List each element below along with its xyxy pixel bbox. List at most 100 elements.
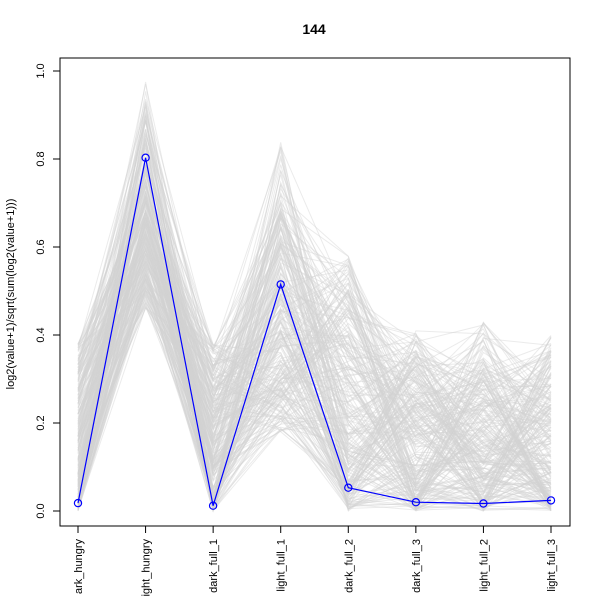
background-line — [77, 180, 552, 507]
background-line — [77, 277, 552, 505]
background-lines — [77, 81, 552, 513]
background-line — [77, 163, 552, 511]
background-line — [77, 139, 552, 459]
y-tick-label: 1.0 — [35, 63, 47, 78]
background-line — [77, 244, 552, 512]
background-line — [77, 137, 552, 499]
highlight-point — [73, 498, 83, 508]
background-line — [77, 288, 552, 504]
background-line — [77, 246, 552, 505]
background-line — [77, 115, 552, 511]
background-line — [77, 172, 552, 506]
background-line — [77, 212, 552, 511]
background-line — [77, 172, 552, 504]
background-line — [77, 242, 552, 507]
background-line — [77, 257, 552, 497]
background-line — [77, 106, 552, 506]
background-line — [77, 252, 552, 511]
background-line — [77, 295, 552, 508]
background-line — [77, 245, 552, 499]
background-line — [77, 214, 552, 505]
background-line — [77, 202, 552, 503]
background-line — [77, 253, 552, 504]
background-line — [77, 265, 552, 511]
y-tick-label: 0.2 — [35, 415, 47, 430]
background-line — [77, 139, 552, 506]
background-line — [77, 120, 552, 510]
background-line — [77, 239, 552, 507]
background-line — [77, 191, 552, 504]
background-line — [77, 231, 552, 506]
background-line — [77, 278, 552, 481]
background-line — [77, 263, 552, 511]
background-line — [77, 277, 552, 510]
background-line — [77, 201, 552, 506]
background-line — [77, 223, 552, 511]
background-line — [77, 129, 552, 502]
background-line — [77, 260, 552, 488]
background-line — [77, 278, 552, 513]
background-line — [77, 194, 552, 503]
background-line — [77, 259, 552, 479]
background-line — [77, 98, 552, 501]
background-line — [77, 192, 552, 500]
x-tick-label: dark_full_3 — [411, 539, 423, 593]
background-line — [77, 234, 552, 508]
background-line — [77, 195, 552, 512]
y-axis-label: log2(value+1)/sqrt(sum(log2(value+1))) — [5, 199, 17, 390]
background-line — [77, 222, 552, 512]
background-line — [77, 129, 552, 501]
x-axis: ark_hungry ight_hungry dark_full_1 light_fu… — [73, 525, 558, 597]
background-line — [77, 232, 552, 507]
background-line — [77, 212, 552, 463]
background-line — [77, 174, 552, 501]
background-line — [77, 306, 552, 471]
background-line — [77, 215, 552, 448]
background-line — [77, 292, 552, 496]
background-line — [77, 245, 552, 464]
background-line — [77, 200, 552, 469]
background-line — [77, 272, 552, 506]
background-line — [77, 270, 552, 484]
background-line — [77, 299, 552, 480]
background-line — [77, 247, 552, 498]
background-line — [77, 132, 552, 495]
background-line — [77, 204, 552, 504]
background-line — [77, 120, 552, 512]
background-line — [77, 182, 552, 509]
background-line — [77, 210, 552, 496]
background-line — [77, 267, 552, 492]
background-line — [77, 285, 552, 467]
background-line — [77, 178, 552, 512]
background-line — [77, 102, 552, 475]
background-line — [77, 237, 552, 442]
background-line — [77, 273, 552, 480]
background-line — [77, 223, 552, 508]
background-line — [77, 191, 552, 509]
background-line — [77, 194, 552, 504]
y-tick-label: 0.6 — [35, 239, 47, 254]
background-line — [77, 209, 552, 470]
background-line — [77, 145, 552, 509]
x-tick-label: dark_full_1 — [208, 539, 220, 593]
series-group — [73, 153, 556, 510]
background-line — [77, 190, 552, 504]
background-line — [77, 278, 552, 503]
background-line — [77, 221, 552, 494]
background-line — [77, 257, 552, 507]
background-line — [77, 247, 552, 504]
background-line — [77, 234, 552, 443]
background-line — [77, 138, 552, 504]
background-line — [77, 121, 552, 500]
background-line — [77, 271, 552, 509]
background-line — [77, 168, 552, 505]
background-line — [77, 265, 552, 464]
background-line — [77, 249, 552, 510]
background-line — [77, 143, 552, 513]
highlight-series-line — [77, 157, 552, 506]
background-line — [77, 212, 552, 510]
background-line — [77, 239, 552, 495]
background-line — [77, 224, 552, 503]
background-line — [77, 147, 552, 492]
background-line — [77, 241, 552, 508]
